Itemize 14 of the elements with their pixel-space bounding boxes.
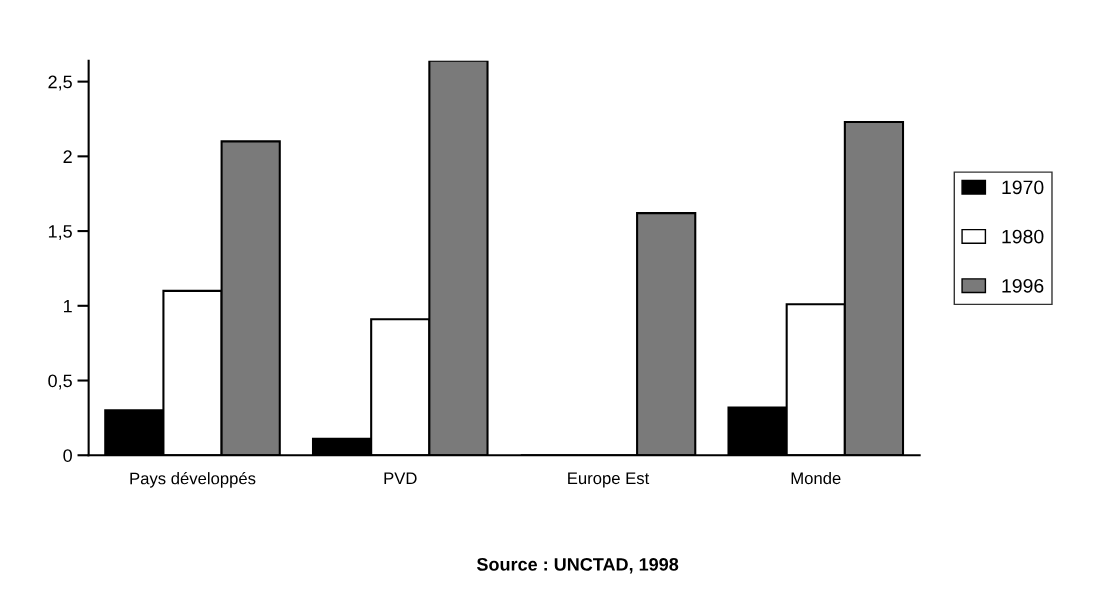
y-tick-label: 0 xyxy=(63,449,72,462)
y-tick-label: 1,5 xyxy=(48,225,72,240)
x-tick-label: Monde xyxy=(791,471,841,485)
y-tick-label: 2,5 xyxy=(48,75,72,91)
x-tick-label: Europe Est xyxy=(568,472,650,488)
legend-label: 1970 xyxy=(1002,180,1044,195)
y-tick-label: 1 xyxy=(64,299,72,313)
x-tick-label: Pays développés xyxy=(130,471,256,488)
x-tick-label: PVD xyxy=(384,472,417,484)
y-tick-label: 2 xyxy=(63,150,72,163)
legend-label: 1980 xyxy=(1002,229,1044,244)
y-tick-label: 0,5 xyxy=(48,374,72,390)
source-note: Source : UNCTAD, 1998 xyxy=(476,557,679,574)
legend-label: 1996 xyxy=(1002,278,1044,293)
